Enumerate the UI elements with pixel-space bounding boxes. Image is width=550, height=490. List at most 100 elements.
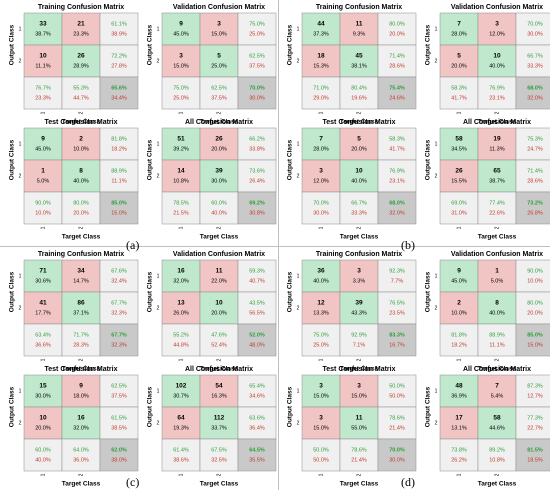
cell-percent: 5.4% (491, 393, 504, 399)
x-tick-label: 1 (40, 226, 46, 229)
confusion-matrix-3-3: Test Confusion Matrix 15 30.0% 9 18.0% 10 20.0… (9, 366, 139, 488)
cell-percent: 15.0% (313, 425, 329, 431)
cell-percent: 32.0% (173, 278, 189, 284)
cell-count: 34 (77, 268, 85, 275)
cell-count: 10 (355, 168, 363, 175)
y-axis-label: Output Class (9, 24, 16, 65)
x-tick-label: 1 (318, 358, 324, 361)
row-summary-cell (99, 44, 139, 78)
row-summary-correct: 72.2% (111, 53, 127, 59)
cell-percent: 20.0% (211, 310, 227, 316)
cell-percent: 12.0% (313, 178, 329, 184)
x-tick-label: 2 (216, 473, 222, 476)
cell-count: 10 (493, 53, 501, 60)
x-tick-label: 1 (40, 473, 46, 476)
matrix-cell (161, 44, 201, 78)
cell-count: 3 (319, 415, 323, 422)
total-error: 32.0% (527, 95, 543, 101)
row-summary-error: 20.0% (527, 310, 543, 316)
cell-percent: 16.3% (211, 393, 227, 399)
row-summary-error: 28.6% (389, 63, 405, 69)
row-summary-correct: 87.3% (527, 383, 543, 389)
y-tick-label: 1 (435, 388, 438, 394)
confusion-matrix-3-1: Training Confusion Matrix 71 30.6% 34 14.7% 4… (9, 251, 139, 373)
x-axis-label: Target Class (62, 234, 101, 241)
row-summary-error: 37.5% (249, 63, 265, 69)
matrix-cell (161, 12, 201, 46)
x-tick-label: 2 (78, 226, 84, 229)
cell-percent: 32.0% (73, 425, 89, 431)
row-summary-error: 33.3% (527, 63, 543, 69)
cell-count: 41 (39, 300, 47, 307)
col-summary-cell (199, 191, 239, 225)
row-summary-correct: 65.4% (249, 383, 265, 389)
row-summary-cell (515, 12, 550, 46)
row-summary-error: 26.4% (249, 178, 265, 184)
col-summary-cell (61, 438, 101, 472)
row-summary-correct: 92.3% (389, 268, 405, 274)
row-summary-cell (237, 374, 277, 408)
row-summary-correct: 50.0% (389, 383, 405, 389)
matrix-cell (23, 406, 63, 440)
cell-percent: 28.0% (451, 31, 467, 37)
col-summary-cell (477, 76, 517, 110)
matrix-cell (339, 159, 379, 193)
confusion-matrix-2-1: Training Confusion Matrix4437.3%119.3%18… (287, 4, 417, 126)
row-summary-correct: 62.5% (111, 383, 127, 389)
col-summary-correct: 90.0% (35, 200, 51, 206)
y-axis-label: Output Class (425, 386, 432, 427)
col-summary-correct: 55.3% (73, 85, 89, 91)
cell-count: 17 (455, 415, 463, 422)
cell-percent: 15.5% (451, 178, 467, 184)
total-error: 34.4% (111, 95, 127, 101)
col-summary-cell (439, 191, 479, 225)
matrix-title: All Confusion Matrix (185, 366, 253, 373)
row-summary-error: 34.6% (249, 393, 265, 399)
x-axis-label: Target Class (62, 366, 101, 373)
col-summary-error: 11.1% (489, 342, 504, 348)
total-error: 48.0% (249, 342, 265, 348)
confusion-matrix-4-1: Training Confusion Matrix3640.0%33.3%121… (287, 251, 417, 373)
matrix-cell (61, 291, 101, 325)
col-summary-error: 25.0% (173, 95, 189, 101)
col-summary-correct: 58.3% (451, 85, 467, 91)
x-tick-label: 1 (456, 473, 462, 476)
matrix-cell (301, 374, 341, 408)
total-error: 38.0% (111, 457, 127, 463)
cell-count: 7 (319, 136, 323, 143)
x-tick-label: 1 (318, 111, 324, 114)
matrix-cell (61, 259, 101, 293)
matrix-cell (161, 374, 201, 408)
matrix-cell (339, 291, 379, 325)
row-summary-cell (377, 127, 417, 161)
y-tick-label: 2 (157, 420, 160, 426)
x-tick-label: 1 (318, 226, 324, 229)
matrix-cell (23, 159, 63, 193)
col-summary-correct: 69.0% (451, 200, 467, 206)
row-summary-cell (377, 259, 417, 293)
col-summary-error: 26.2% (451, 457, 467, 463)
col-summary-correct: 66.7% (351, 200, 367, 206)
row-summary-error: 37.5% (111, 393, 127, 399)
total-correct: 52.0% (249, 332, 265, 338)
row-summary-error: 20.0% (389, 31, 405, 37)
total-error: 30.0% (249, 95, 265, 101)
matrix-cell (61, 44, 101, 78)
matrix-cell (339, 259, 379, 293)
y-axis-label: Output Class (287, 271, 294, 312)
cell-percent: 10.8% (173, 178, 189, 184)
col-summary-correct: 81.8% (451, 332, 467, 338)
matrix-cell (477, 291, 517, 325)
row-summary-correct: 63.6% (249, 415, 265, 421)
row-summary-error: 41.7% (389, 146, 405, 152)
cell-percent: 11.3% (489, 146, 504, 152)
matrix-cell (199, 259, 239, 293)
col-summary-cell (199, 323, 239, 357)
matrix-cell (199, 291, 239, 325)
cell-percent: 10.0% (73, 146, 89, 152)
row-summary-cell (377, 44, 417, 78)
cell-count: 9 (179, 21, 183, 28)
x-tick-label: 1 (178, 226, 184, 229)
col-summary-cell (477, 323, 517, 357)
y-tick-label: 2 (297, 420, 300, 426)
